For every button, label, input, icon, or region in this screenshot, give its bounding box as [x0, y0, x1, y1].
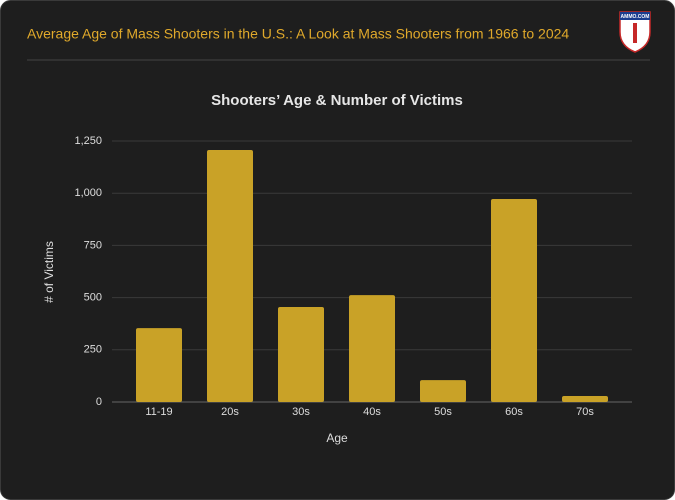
y-tick-label: 500 — [84, 292, 102, 304]
y-tick-label: 750 — [84, 239, 102, 251]
logo-text: AMMO.COM — [621, 14, 650, 20]
bar — [562, 395, 608, 402]
y-tick-label: 1,000 — [74, 187, 102, 199]
y-tick-label: 250 — [84, 344, 102, 356]
logo: AMMO.COM — [619, 11, 651, 53]
chart-title: Shooters’ Age & Number of Victims — [211, 92, 463, 109]
logo-mark — [633, 23, 637, 43]
x-axis-label: Age — [326, 431, 348, 445]
logo-band — [620, 12, 650, 20]
bar — [136, 328, 182, 402]
y-tick-label: 1,250 — [74, 135, 102, 147]
x-tick-label: 20s — [221, 406, 239, 418]
x-tick-label: 30s — [292, 406, 310, 418]
x-tick-label: 50s — [434, 406, 452, 418]
x-tick-label: 70s — [576, 406, 594, 418]
y-tick-label: 0 — [96, 396, 102, 408]
x-tick-label: 11-19 — [145, 406, 172, 418]
y-axis-label: # of Victims — [42, 241, 56, 303]
page-title: Average Age of Mass Shooters in the U.S.… — [27, 26, 569, 42]
x-tick-label: 40s — [363, 406, 381, 418]
bar — [349, 295, 395, 402]
bar — [207, 149, 253, 402]
bar — [491, 199, 537, 402]
x-tick-label: 60s — [505, 406, 523, 418]
bar — [420, 380, 466, 402]
bar — [278, 306, 324, 402]
